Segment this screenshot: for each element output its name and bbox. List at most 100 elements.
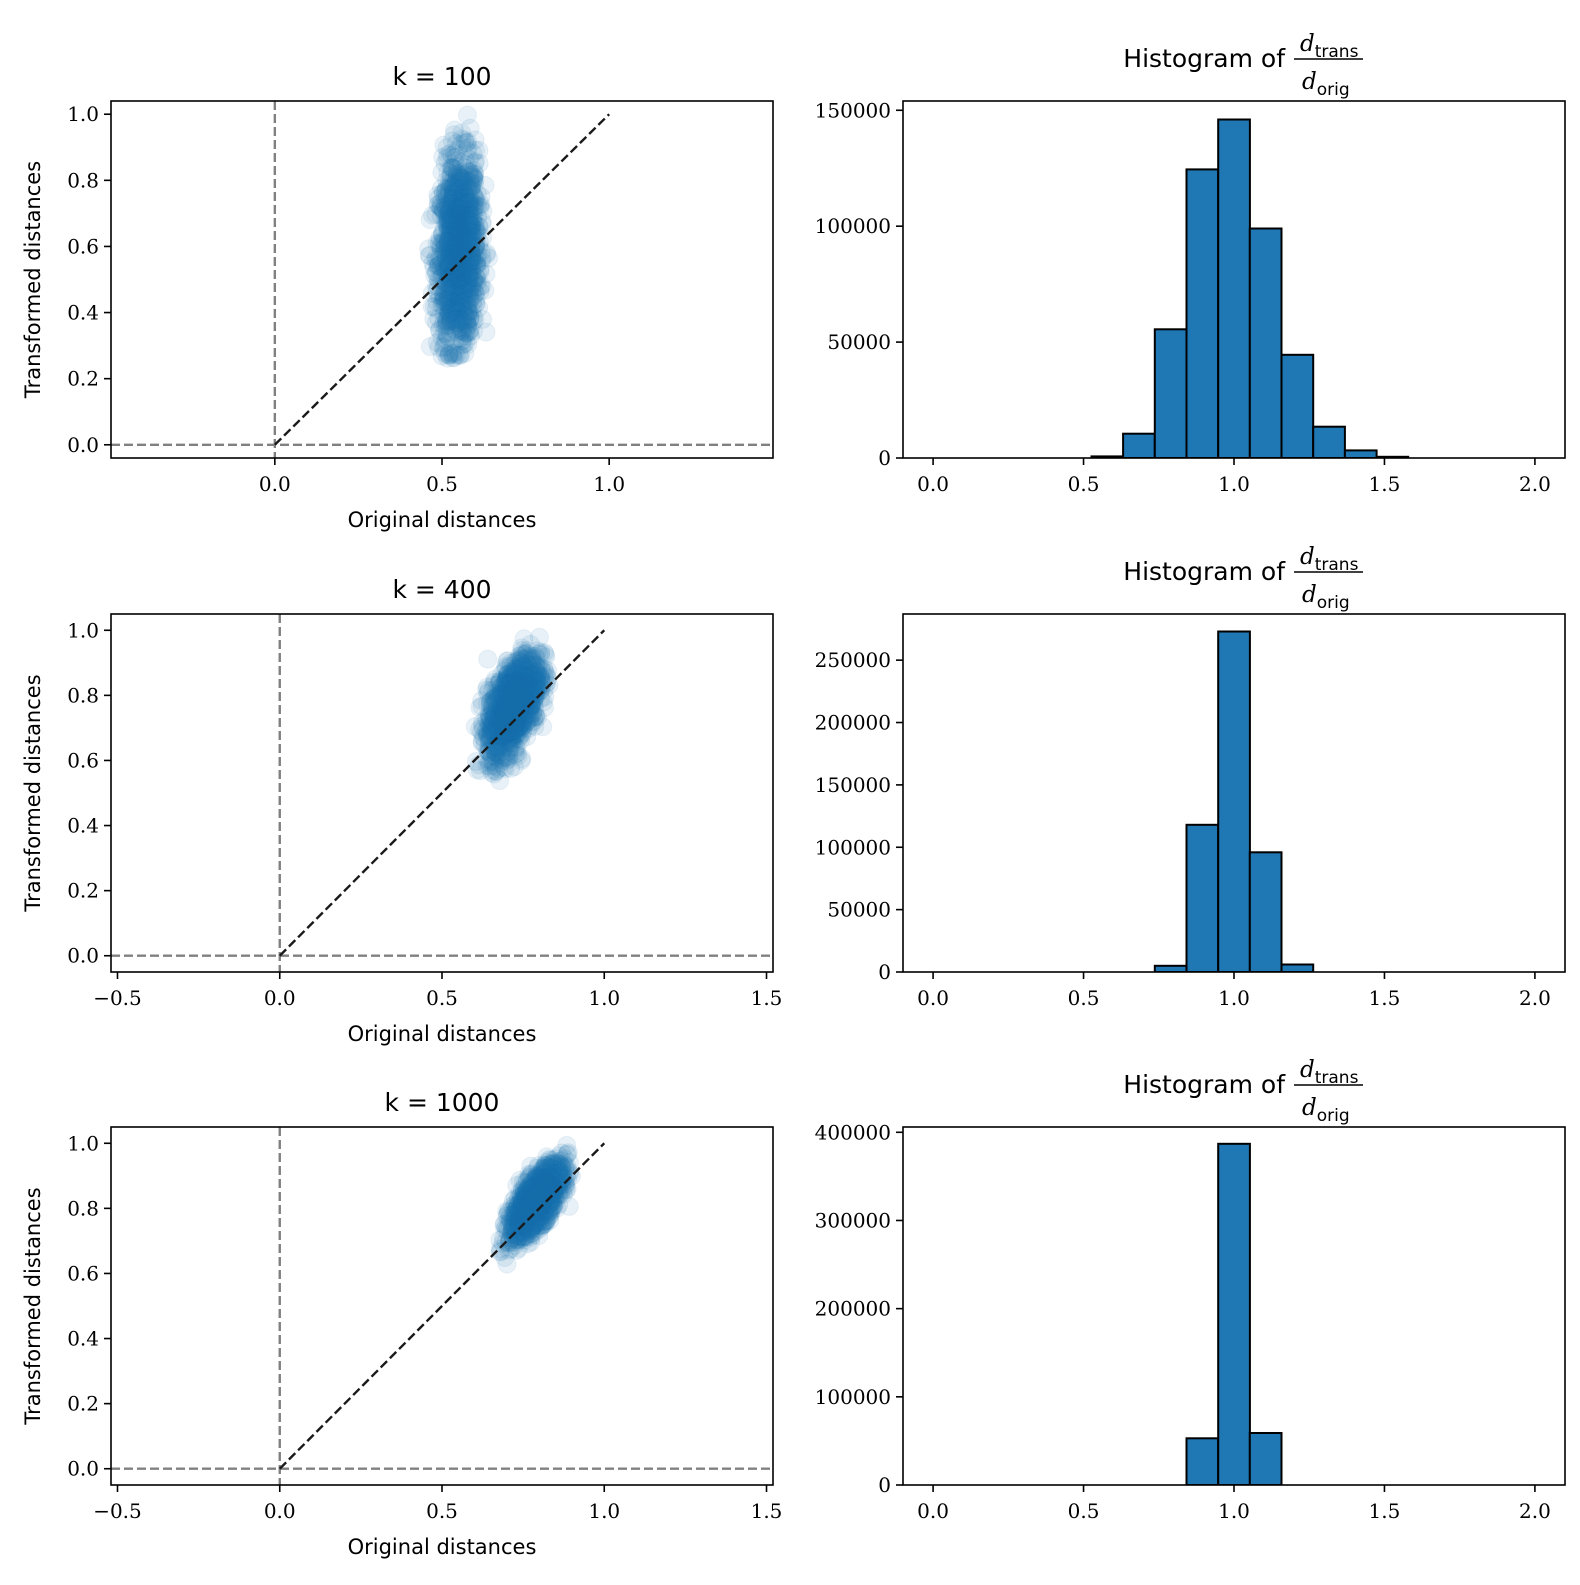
scatter-point: [447, 322, 467, 342]
scatter-point: [454, 266, 474, 286]
scatter-point: [448, 217, 467, 237]
scatter-point: [459, 200, 479, 220]
scatter-point: [425, 265, 445, 285]
scatter-point: [456, 212, 476, 232]
scatter-point: [447, 273, 467, 292]
scatter-point: [441, 258, 461, 278]
plot-area: [1153, 630, 1315, 972]
scatter-point: [449, 180, 468, 200]
scatter-point: [436, 179, 456, 199]
scatter-point: [451, 170, 471, 190]
scatter-point: [450, 172, 470, 192]
scatter-point: [499, 689, 519, 708]
scatter-point: [444, 189, 464, 209]
scatter-point: [444, 183, 463, 203]
scatter-point: [462, 215, 482, 235]
scatter-point: [462, 212, 482, 232]
scatter-point: [447, 220, 467, 240]
scatter-point: [461, 199, 480, 219]
scatter-point: [458, 296, 478, 316]
scatter-point: [456, 204, 476, 224]
scatter-point: [447, 214, 467, 234]
scatter-point: [440, 219, 460, 239]
scatter-point: [462, 257, 482, 277]
scatter-point: [457, 225, 477, 245]
scatter-point: [437, 326, 457, 346]
scatter-point: [453, 228, 473, 248]
scatter-point: [501, 690, 521, 710]
scatter-point: [447, 250, 467, 270]
scatter-point: [470, 277, 490, 297]
scatter-point: [447, 260, 467, 280]
x-axis-label: Original distances: [348, 1535, 537, 1559]
scatter-point: [458, 255, 478, 275]
histogram-bar: [1248, 851, 1283, 972]
scatter-point: [446, 269, 466, 289]
y-tick-label: 150000: [815, 98, 891, 122]
scatter-point: [456, 270, 476, 290]
scatter-point: [445, 286, 465, 306]
scatter-point: [451, 232, 471, 252]
scatter-point: [439, 227, 459, 247]
plot-area: [111, 1127, 773, 1485]
scatter-point: [452, 275, 472, 295]
scatter-point: [453, 210, 473, 230]
scatter-point: [455, 205, 475, 225]
x-tick-label: 0.5: [1068, 986, 1100, 1010]
y-tick-label: 0.8: [67, 683, 99, 707]
scatter-point: [428, 195, 448, 215]
scatter-point: [435, 153, 455, 173]
histogram-bars: [1090, 118, 1410, 458]
scatter-point: [457, 232, 477, 251]
y-tick-label: 0: [878, 960, 891, 984]
scatter-point: [463, 213, 483, 233]
scatter-point: [448, 216, 468, 236]
x-axis-ticks: 0.0 0.5 1.0 1.5 2.0: [917, 1485, 1551, 1523]
scatter-point: [456, 260, 475, 280]
scatter-point: [442, 205, 462, 225]
x-axis-ticks: 0.0 0.5 1.0: [259, 458, 625, 496]
scatter-point: [455, 201, 475, 221]
scatter-point: [443, 217, 463, 237]
scatter-point: [446, 202, 466, 222]
scatter-point: [466, 255, 486, 275]
scatter-point: [440, 226, 460, 246]
scatter-point: [438, 209, 458, 229]
scatter-point: [451, 225, 471, 245]
scatter-point: [436, 279, 455, 299]
scatter-point: [441, 249, 461, 269]
scatter-point: [468, 223, 488, 243]
scatter-point: [450, 217, 470, 237]
fraction-numerator: dtrans: [1300, 31, 1359, 62]
scatter-point: [435, 235, 455, 255]
scatter-point: [446, 252, 466, 272]
scatter-point: [506, 689, 526, 709]
scatter-point: [444, 270, 464, 290]
scatter-point: [450, 195, 470, 215]
scatter-point: [432, 253, 452, 272]
scatter-point: [441, 244, 461, 264]
scatter-point: [461, 217, 481, 237]
scatter-point: [459, 283, 479, 303]
y-tick-label: 0.6: [67, 748, 99, 772]
scatter-point: [504, 725, 524, 745]
scatter-point: [465, 215, 485, 235]
y-tick-label: 0: [878, 446, 891, 470]
fraction-numerator: dtrans: [1300, 1057, 1359, 1088]
scatter-point: [502, 665, 522, 685]
scatter-point: [440, 304, 459, 324]
scatter-point: [462, 226, 482, 246]
scatter-point: [459, 273, 479, 293]
scatter-point: [440, 274, 460, 294]
scatter-point: [467, 255, 487, 275]
scatter-point: [442, 197, 462, 217]
scatter-point: [449, 198, 469, 218]
scatter-point: [452, 281, 472, 301]
scatter-point: [449, 224, 469, 244]
scatter-point: [452, 123, 472, 143]
y-tick-label: 100000: [815, 214, 891, 238]
scatter-point: [448, 226, 468, 246]
scatter-point: [459, 255, 479, 275]
scatter-point: [452, 265, 472, 285]
scatter-point: [443, 186, 463, 206]
